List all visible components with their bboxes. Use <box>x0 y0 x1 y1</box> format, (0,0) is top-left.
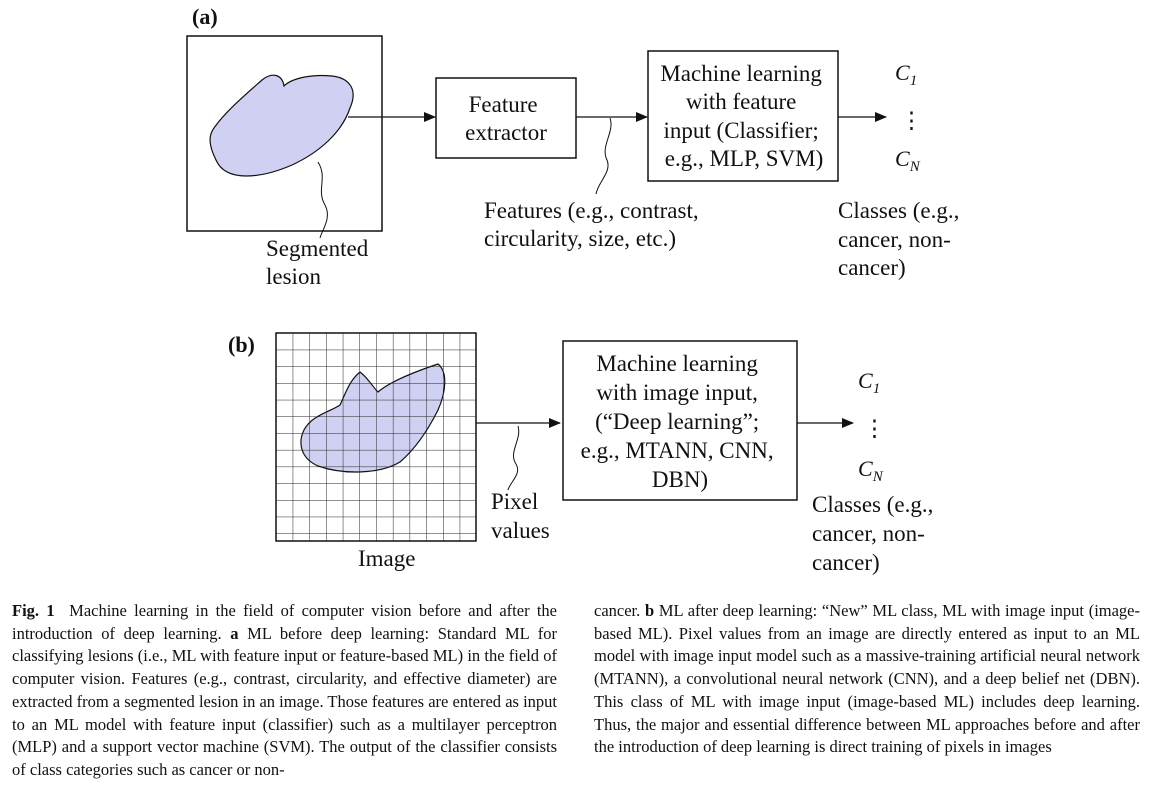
figure-number: Fig. 1 <box>12 601 55 620</box>
features-label: Features (e.g., contrast, circularity, s… <box>484 198 704 251</box>
deep-learning-label: Machine learning with image input, (“Dee… <box>581 351 780 492</box>
class-c1-label: C1 <box>895 60 917 89</box>
pixel-pointer-line <box>507 425 520 491</box>
panel-a-tag: (a) <box>192 4 218 29</box>
classes-label-a: Classes (e.g., cancer, non- cancer) <box>838 198 965 280</box>
image-label: Image <box>358 546 415 571</box>
classes-label-b: Classes (e.g., cancer, non- cancer) <box>812 492 939 575</box>
class-cn-label: CN <box>895 146 921 175</box>
caption-right-column: cancer. b ML after deep learning: “New” … <box>594 600 1140 759</box>
caption-left-column: Fig. 1 Machine learning in the field of … <box>12 600 557 782</box>
feature-extractor-label: Feature extractor <box>465 92 547 145</box>
panel-b-tag: (b) <box>228 332 255 357</box>
pixel-grid <box>275 332 477 542</box>
segmented-lesion-shape <box>209 74 354 177</box>
segmented-lesion-label: Segmented lesion <box>266 236 374 289</box>
classifier-label: Machine learning with feature input (Cla… <box>660 61 827 171</box>
class-ellipsis-b: ⋮ <box>863 416 886 441</box>
caption-part-b-marker: b <box>644 601 655 620</box>
class-c1-label-b: C1 <box>858 368 880 397</box>
class-cn-label-b: CN <box>858 456 884 485</box>
caption-continuation: cancer. <box>594 601 641 620</box>
features-pointer-line <box>595 117 612 195</box>
deep-learning-box <box>562 340 798 501</box>
caption-part-a-text: ML before deep learning: Standard ML for… <box>12 623 558 779</box>
caption-part-b-text: ML after deep learning: “New” ML class, … <box>594 601 1141 757</box>
lesion-pointer-line <box>317 161 328 239</box>
caption-intro: Machine learning in the field of compute… <box>12 601 558 643</box>
class-ellipsis: ⋮ <box>900 108 923 133</box>
classifier-box <box>647 50 839 182</box>
figure-diagram: (a) Segmented lesion Feature extractor M… <box>186 4 965 575</box>
feature-extractor-box <box>435 77 577 159</box>
pixel-values-label: Pixel values <box>491 489 550 543</box>
caption-part-a-marker: a <box>230 623 239 643</box>
